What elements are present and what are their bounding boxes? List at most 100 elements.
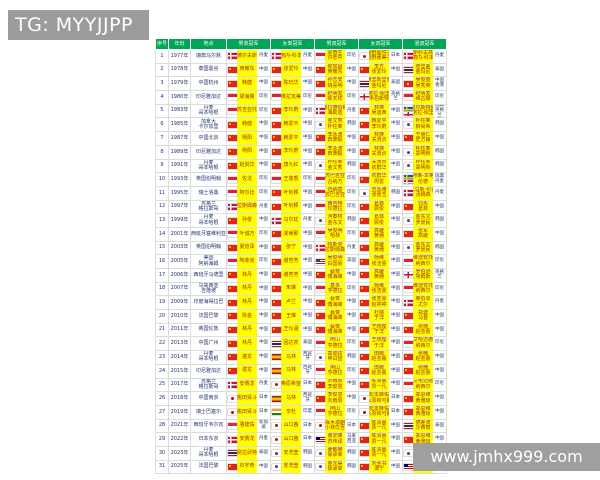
champion-country: 丹麦 bbox=[257, 201, 270, 213]
champion-country: 中国 bbox=[389, 283, 402, 295]
champion-cell-content: 托马斯-伦德汤姆森丹麦 bbox=[403, 187, 446, 200]
china-flag-icon bbox=[359, 108, 369, 115]
rank-cell: 27 bbox=[155, 404, 169, 420]
champion-name: 郑思维 黄雅琼 bbox=[413, 433, 433, 446]
champion-country: 中国 bbox=[257, 242, 270, 254]
flag-box bbox=[227, 447, 237, 460]
flag-box bbox=[227, 228, 237, 241]
player-name: 林瑛 bbox=[373, 145, 384, 152]
player-name: 小林优吾 bbox=[325, 424, 345, 431]
player-name: 叶钊颖 bbox=[283, 203, 299, 210]
china-flag-icon bbox=[359, 203, 369, 210]
flag-box bbox=[359, 214, 369, 227]
south-korea-flag-icon bbox=[403, 149, 413, 156]
denmark-flag-icon bbox=[227, 53, 237, 60]
indonesia-flag-icon bbox=[227, 176, 237, 183]
player-name: 丽内-科本 bbox=[281, 52, 301, 59]
indonesia-flag-icon bbox=[271, 176, 281, 183]
player-name: 马林 bbox=[285, 353, 296, 360]
table-row: 6 1985年 加拿大 卡尔加里 韩健 中国 韩爱平 中国 金文秀 朴柱奉 韩国 韩爱平 李玲蔚 中国朴… bbox=[155, 117, 447, 133]
champion-name: 维拉瓦蒂 bbox=[281, 91, 301, 104]
rank-cell: 20 bbox=[155, 309, 169, 324]
flag-box bbox=[315, 64, 325, 76]
denmark-flag-icon bbox=[315, 244, 325, 251]
champion-cell-content: 郑思维 黄雅琼 中国 bbox=[403, 406, 446, 419]
year-cell: 2022年 bbox=[168, 432, 191, 447]
table-body: 11977年瑞典马尔默德尔夫斯丹麦丽内-科本丹麦梁春生洪忠中印尼栂野尾悦子植野惠… bbox=[155, 49, 447, 475]
md-champion-cell: 吴俊明 哈林 印尼 bbox=[314, 226, 359, 242]
champion-cell-content: 王朋仁 史方静 中国 bbox=[403, 132, 446, 145]
china-flag-icon bbox=[359, 381, 369, 388]
champion-name: 李玲蔚 bbox=[281, 146, 301, 159]
champion-country: 日本 bbox=[257, 392, 270, 405]
champion-cell-content: 河泰权 金东文 韩国 bbox=[315, 214, 358, 227]
champion-name: 韩健 bbox=[237, 118, 257, 131]
champion-cell-content: 德尔夫斯 丹麦 bbox=[227, 50, 270, 63]
player-name: 金东文 bbox=[415, 241, 431, 248]
header-mixed-doubles: 混双冠军 bbox=[402, 38, 447, 50]
flag-box bbox=[403, 159, 413, 172]
year-cell: 2005年 bbox=[168, 254, 191, 269]
player-name: 因达农 bbox=[283, 340, 299, 347]
venue-cell: 西班牙马德里 bbox=[190, 268, 227, 283]
ms-champion-cell: 杨阳 中国 bbox=[226, 131, 271, 146]
venue-cell: 中国广州 bbox=[190, 336, 227, 352]
champion-cell-content: 蔡赟 傅海峰 中国 bbox=[315, 310, 358, 323]
rank-cell: 15 bbox=[155, 240, 169, 256]
china-flag-icon bbox=[271, 67, 281, 74]
flag-box bbox=[271, 146, 281, 159]
champion-cell-content: 郑思维 黄雅琼 中国 bbox=[403, 433, 446, 446]
flag-box bbox=[227, 365, 237, 378]
flag-box bbox=[271, 132, 281, 145]
indonesia-flag-icon bbox=[227, 108, 237, 115]
champion-country: 中国 bbox=[389, 146, 402, 159]
flag-box bbox=[403, 214, 413, 227]
year-cell: 2025年 bbox=[168, 459, 191, 475]
flag-box bbox=[315, 242, 325, 254]
xd-champion-cell: 卡特琳-本格森伦德瑞典 丹麦 bbox=[402, 172, 447, 187]
player-name: 关渭贞 bbox=[371, 159, 387, 166]
champion-cell-content: 吉永雅 张惠玉 韩国 bbox=[359, 187, 402, 200]
flag-box bbox=[315, 50, 325, 63]
md-champion-cell: 孙志安 姚喜明 中国 bbox=[314, 76, 359, 92]
player-name: 韩健 bbox=[241, 80, 252, 87]
champion-name: 栂野尾悦子植野惠美子 bbox=[369, 50, 389, 63]
player-name: 李玲蔚 bbox=[283, 107, 299, 114]
ws-champion-cell: 马林 西班牙 bbox=[270, 391, 315, 406]
flag-box bbox=[227, 50, 237, 63]
champion-cell-content: 迈纳基 苏巴吉亚 印尼 bbox=[315, 187, 358, 200]
wd-champion-cell: 韩爱平 李玲蔚 中国 bbox=[358, 117, 403, 133]
china-flag-icon bbox=[403, 368, 413, 375]
xd-champion-cell: 艾哈迈德 纳西尔 印尼 bbox=[402, 336, 447, 352]
player-name: 关渭贞 bbox=[371, 137, 387, 144]
champion-cell-content: 斯科夫高 丽内-科本 丹麦 bbox=[403, 50, 446, 63]
player-name: 林丹 bbox=[241, 299, 252, 306]
champion-name: 郑思维 黄雅琼 bbox=[413, 406, 433, 419]
indonesia-flag-icon bbox=[315, 231, 325, 238]
player-name: 张楠 bbox=[417, 351, 428, 358]
player-name: 普里差 bbox=[415, 63, 431, 70]
flag-box bbox=[403, 77, 413, 90]
champion-cell-content: 纪明发 陈天祥 印尼 bbox=[315, 91, 358, 104]
xd-champion-cell: 朴柱奉 郑明熙 韩国 bbox=[402, 158, 447, 174]
player-name: 姚喜明 bbox=[327, 82, 343, 89]
flag-box bbox=[359, 242, 369, 254]
champion-cell-content: 高成炫 申白喆 韩国 bbox=[315, 351, 358, 364]
flag-box bbox=[315, 365, 325, 378]
china-flag-icon bbox=[271, 190, 281, 197]
champion-name: 安赛龙 bbox=[237, 378, 257, 391]
champion-name: 陈金 bbox=[237, 310, 257, 323]
flag-box bbox=[315, 461, 325, 473]
champion-name: 桃田贤斗 bbox=[237, 406, 257, 419]
flag-box bbox=[403, 269, 413, 282]
champion-country: 日本 bbox=[389, 392, 402, 405]
ws-champion-cell: 山口茜 日本 bbox=[270, 432, 315, 447]
player-name: 赵芸蕾 bbox=[415, 329, 431, 336]
champion-name: 陈玩华 bbox=[281, 77, 301, 90]
player-name: 张爱玲 bbox=[283, 66, 299, 73]
champion-name: 杜婧 于洋 bbox=[369, 310, 389, 323]
japan-flag-icon bbox=[271, 381, 281, 388]
xd-champion-cell: 吴俊盛 吴秀英 中国香港 bbox=[402, 76, 447, 92]
venue-cell: 瑞典马尔默 bbox=[190, 49, 227, 64]
md-champion-cell: 朴柱奉 金文秀 韩国 bbox=[314, 158, 359, 174]
